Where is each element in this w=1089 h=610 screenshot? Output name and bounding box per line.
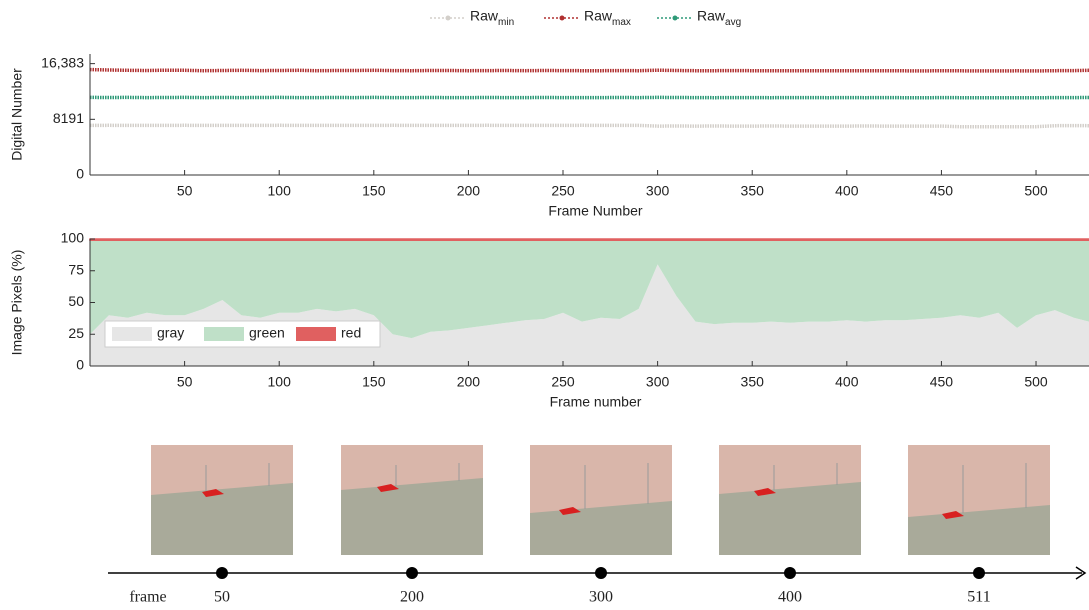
legend-label: red	[341, 325, 361, 341]
x-tick-label: 300	[646, 183, 670, 199]
thumb-object	[942, 511, 964, 519]
x-tick-label: 100	[268, 374, 292, 390]
thumb-ground	[908, 505, 1050, 555]
timeline-frame: 300	[589, 589, 613, 606]
x-tick-label: 250	[551, 183, 575, 199]
thumbnail	[908, 445, 1050, 555]
legend-label: Rawavg	[697, 8, 741, 28]
timeline-label: frame	[129, 589, 166, 606]
x-tick-label: 300	[646, 374, 670, 390]
timeline-frame: 400	[778, 589, 802, 606]
x-tick-label: 450	[930, 183, 954, 199]
legend-label: Rawmax	[584, 8, 631, 28]
series-line	[89, 67, 1089, 73]
y-tick-label: 16,383	[41, 54, 84, 70]
x-tick-label: 150	[362, 183, 386, 199]
y-tick-label: 25	[68, 325, 84, 341]
thumbnail	[151, 445, 293, 555]
x-tick-label: 250	[551, 374, 575, 390]
legend-swatch	[296, 327, 336, 341]
timeline-frame: 50	[214, 589, 230, 606]
legend-label: gray	[157, 325, 184, 341]
thumb-ground	[719, 482, 861, 555]
thumbnail	[341, 445, 483, 555]
legend-swatch	[112, 327, 152, 341]
thumb-object	[559, 507, 581, 515]
thumbnail	[719, 445, 861, 555]
timeline-frame: 511	[967, 589, 990, 606]
thumb-object	[377, 484, 399, 492]
y-tick-label: 0	[76, 357, 84, 373]
x-tick-label: 150	[362, 374, 386, 390]
x-tick-label: 350	[741, 183, 765, 199]
timeline-arrow	[1075, 566, 1087, 580]
thumb-ground	[151, 483, 293, 555]
legend-swatch	[204, 327, 244, 341]
x-tick-label: 100	[268, 183, 292, 199]
timeline-dot	[973, 567, 985, 579]
x-tick-label: 200	[457, 183, 481, 199]
thumb-object	[202, 489, 224, 497]
x-tick-label: 450	[930, 374, 954, 390]
thumbnail	[530, 445, 672, 555]
x-tick-label: 50	[177, 183, 193, 199]
thumb-ground	[341, 478, 483, 555]
legend-marker	[445, 15, 451, 21]
x-axis-label: Frame Number	[548, 203, 642, 219]
x-tick-label: 500	[1024, 374, 1048, 390]
y-tick-label: 50	[68, 293, 84, 309]
series-area	[90, 240, 1089, 339]
x-tick-label: 400	[835, 374, 859, 390]
legend-marker	[559, 15, 565, 21]
x-tick-label: 50	[177, 374, 193, 390]
y-tick-label: 75	[68, 261, 84, 277]
legend-label: green	[249, 325, 285, 341]
y-axis-label: Digital Number	[9, 68, 25, 161]
y-tick-label: 8191	[53, 110, 84, 126]
x-axis-label: Frame number	[550, 394, 642, 410]
timeline-dot	[784, 567, 796, 579]
series-area	[89, 238, 1089, 242]
timeline-dot	[216, 567, 228, 579]
x-tick-label: 500	[1024, 183, 1048, 199]
y-tick-label: 0	[76, 166, 84, 182]
timeline-frame: 200	[400, 589, 424, 606]
x-tick-label: 350	[741, 374, 765, 390]
x-tick-label: 400	[835, 183, 859, 199]
thumb-object	[754, 488, 776, 496]
y-axis-label: Image Pixels (%)	[9, 250, 25, 356]
legend-marker	[672, 15, 678, 21]
timeline-dot	[595, 567, 607, 579]
series-line	[89, 123, 1089, 129]
timeline-dot	[406, 567, 418, 579]
x-tick-label: 200	[457, 374, 481, 390]
y-tick-label: 100	[61, 230, 85, 246]
legend-label: Rawmin	[470, 8, 514, 28]
